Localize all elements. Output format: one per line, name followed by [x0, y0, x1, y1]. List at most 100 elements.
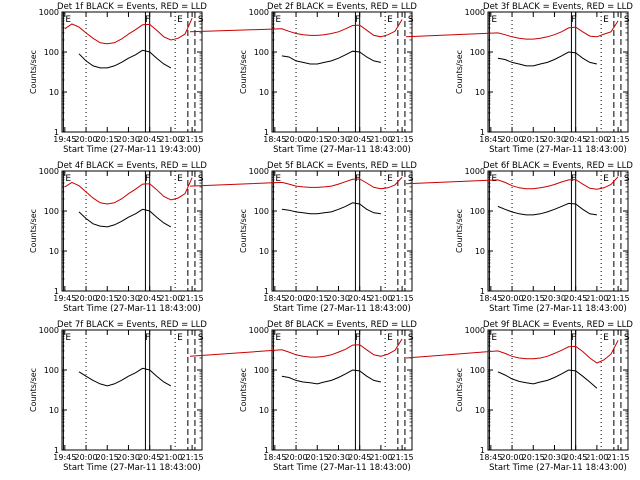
- x-tick-label: 20:00: [501, 135, 524, 144]
- x-tick-label: 20:30: [117, 294, 140, 303]
- x-tick-label: 21:00: [585, 135, 608, 144]
- y-axis-label: Counts/sec: [29, 368, 38, 412]
- x-tick-label: 21:15: [181, 294, 204, 303]
- x-tick-label: 20:45: [564, 294, 587, 303]
- y-tick-label: 100: [254, 207, 269, 216]
- marker-label-f: F: [355, 333, 360, 343]
- x-axis-label: Start Time (27-Mar-11 18:43:00): [489, 145, 627, 155]
- x-tick-label: 20:15: [306, 294, 329, 303]
- y-tick-label: 1000: [249, 326, 269, 335]
- y-tick-label: 1000: [39, 326, 59, 335]
- marker-label-s: S: [198, 15, 204, 25]
- y-tick-label: 10: [49, 88, 59, 97]
- marker-label-e: E: [177, 333, 183, 343]
- marker-label-e: E: [387, 333, 393, 343]
- x-tick-label: 18:45: [263, 453, 286, 462]
- y-axis-label: Counts/sec: [29, 50, 38, 94]
- x-tick-label: 18:45: [479, 135, 502, 144]
- x-tick-label: 20:30: [117, 135, 140, 144]
- y-tick-label: 100: [470, 48, 485, 57]
- plot-frame: [271, 170, 413, 292]
- x-tick-label: 19:45: [53, 453, 76, 462]
- marker-label-e: E: [65, 15, 71, 25]
- series-lld-line: [405, 20, 619, 40]
- marker-label-s: S: [198, 174, 204, 184]
- x-tick-label: 18:45: [479, 294, 502, 303]
- marker-label-e: E: [491, 333, 497, 343]
- y-tick-label: 1000: [465, 326, 485, 335]
- marker-label-f: F: [145, 333, 150, 343]
- x-axis-label: Start Time (27-Mar-11 18:43:00): [273, 463, 411, 473]
- x-tick-label: 20:45: [348, 294, 371, 303]
- y-tick-label: 10: [475, 88, 485, 97]
- y-tick-label: 10: [49, 247, 59, 256]
- series-events-line: [281, 369, 382, 385]
- chart-title: Det 7f BLACK = Events, RED = LLD: [57, 320, 207, 330]
- y-tick-label: 1: [54, 287, 59, 296]
- marker-label-f: F: [355, 15, 360, 25]
- x-tick-label: 20:30: [327, 135, 350, 144]
- x-tick-label: 20:45: [348, 135, 371, 144]
- marker-label-e: E: [387, 174, 393, 184]
- x-tick-label: 20:45: [138, 453, 161, 462]
- y-tick-label: 100: [470, 207, 485, 216]
- marker-label-s: S: [408, 174, 414, 184]
- chart-title: Det 1f BLACK = Events, RED = LLD: [57, 2, 207, 12]
- chart-panel-5: Det 5f BLACK = Events, RED = LLD 1 10 100 10…: [189, 161, 417, 314]
- series-lld-line: [189, 176, 403, 190]
- x-axis-label: Start Time (27-Mar-11 18:43:00): [273, 145, 411, 155]
- marker-label-f: F: [571, 333, 576, 343]
- marker-label-e: E: [603, 333, 609, 343]
- y-tick-label: 100: [254, 366, 269, 375]
- y-tick-label: 10: [475, 247, 485, 256]
- y-tick-label: 100: [44, 366, 59, 375]
- y-tick-label: 1000: [249, 167, 269, 176]
- x-axis-label: Start Time (27-Mar-11 18:43:00): [63, 304, 201, 314]
- marker-label-e: E: [491, 15, 497, 25]
- chart-title: Det 9f BLACK = Events, RED = LLD: [483, 320, 633, 330]
- x-tick-label: 20:30: [543, 453, 566, 462]
- series-events-line: [281, 202, 381, 215]
- chart-panel-8: Det 8f BLACK = Events, RED = LLD 1 10 100 10…: [189, 320, 417, 473]
- x-tick-label: 20:00: [75, 294, 98, 303]
- y-tick-label: 1000: [465, 167, 485, 176]
- x-tick-label: 20:30: [543, 294, 566, 303]
- plot-frame: [487, 329, 629, 451]
- x-tick-label: 21:15: [607, 294, 630, 303]
- x-tick-label: 19:45: [53, 294, 76, 303]
- y-tick-label: 1: [480, 128, 485, 137]
- chart-panel-9: Det 9f BLACK = Events, RED = LLD 1 10 100 10…: [405, 320, 633, 473]
- x-tick-label: 20:45: [138, 294, 161, 303]
- y-tick-label: 100: [44, 207, 59, 216]
- x-tick-label: 21:00: [369, 135, 392, 144]
- marker-label-e: E: [65, 333, 71, 343]
- x-tick-label: 21:15: [607, 453, 630, 462]
- marker-label-s: S: [624, 174, 630, 184]
- y-tick-label: 10: [475, 406, 485, 415]
- x-tick-label: 20:30: [327, 294, 350, 303]
- x-tick-label: 20:45: [564, 135, 587, 144]
- x-tick-label: 20:15: [306, 453, 329, 462]
- y-tick-label: 10: [259, 247, 269, 256]
- x-tick-label: 20:45: [564, 453, 587, 462]
- y-tick-label: 1: [264, 287, 269, 296]
- marker-label-f: F: [571, 174, 576, 184]
- marker-label-e: E: [603, 174, 609, 184]
- y-tick-label: 1000: [39, 167, 59, 176]
- x-tick-label: 20:00: [285, 294, 308, 303]
- x-tick-label: 20:30: [327, 453, 350, 462]
- series-events-line: [497, 369, 598, 389]
- y-tick-label: 1000: [39, 8, 59, 17]
- y-axis-label: Counts/sec: [239, 50, 248, 94]
- x-tick-label: 19:45: [53, 135, 76, 144]
- x-tick-label: 20:30: [117, 453, 140, 462]
- x-tick-label: 21:00: [159, 453, 182, 462]
- series-events-line: [497, 202, 597, 216]
- x-axis-label: Start Time (27-Mar-11 18:43:00): [63, 463, 201, 473]
- y-tick-label: 100: [470, 366, 485, 375]
- plot-frame: [271, 329, 413, 451]
- chart-title: Det 6f BLACK = Events, RED = LLD: [483, 161, 633, 171]
- series-lld-line: [189, 338, 403, 358]
- x-axis-label: Start Time (27-Mar-11 18:43:00): [273, 304, 411, 314]
